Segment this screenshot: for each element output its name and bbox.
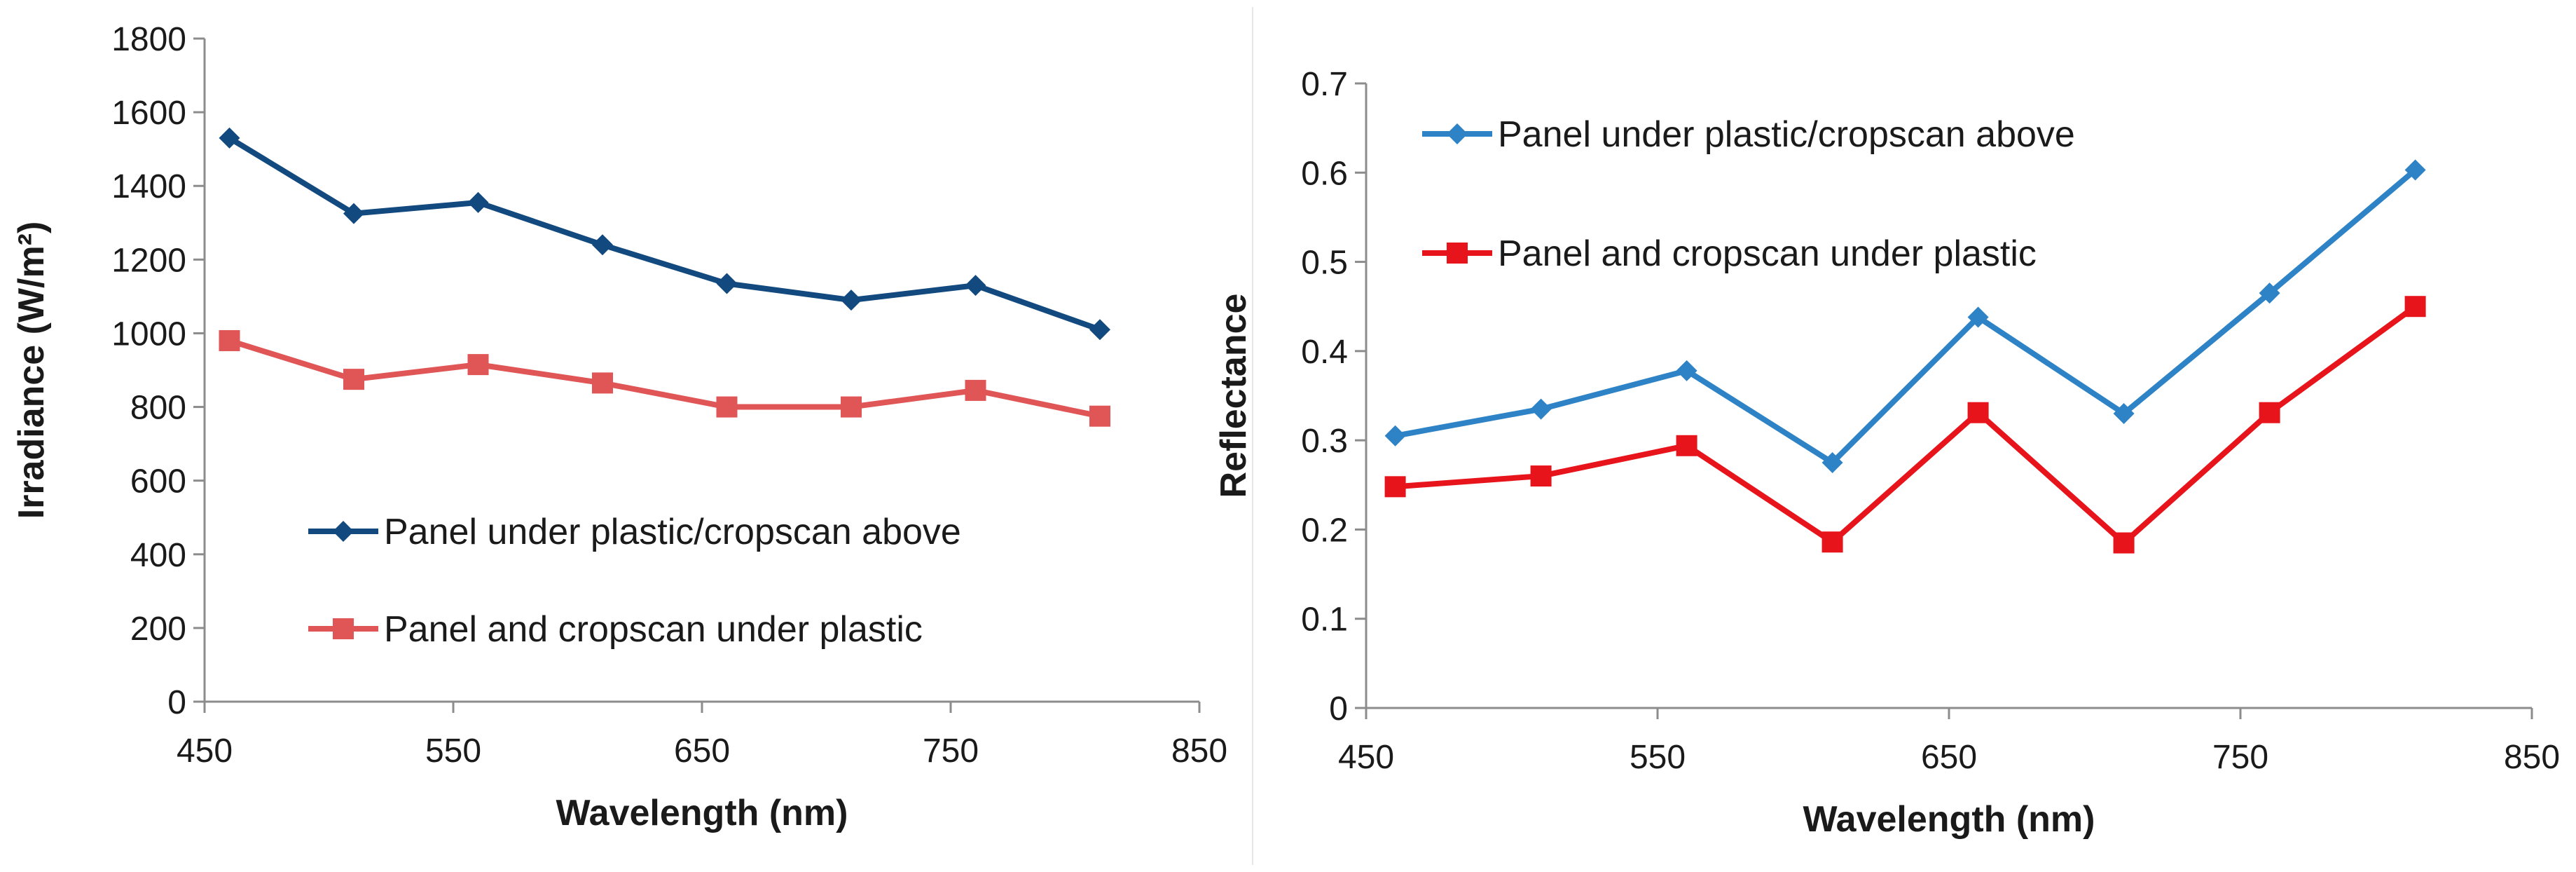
data-point-square [2404, 296, 2426, 318]
data-point-square [716, 396, 738, 418]
data-point-diamond [716, 273, 738, 294]
data-point-square [1384, 476, 1406, 498]
data-point-diamond [1089, 319, 1110, 341]
data-point-diamond [2404, 159, 2426, 181]
x-tick-label: 450 [177, 733, 233, 770]
data-point-diamond [841, 289, 862, 311]
x-tick-label: 550 [425, 733, 481, 770]
data-point-diamond [1821, 451, 1843, 473]
legend-label: Panel and cropscan under plastic [384, 609, 923, 650]
data-point-diamond [2259, 282, 2280, 304]
data-point-diamond [343, 203, 364, 224]
y-tick-label: 0.5 [1301, 245, 1348, 282]
y-tick-label: 0.2 [1301, 512, 1348, 549]
data-point-square [333, 618, 354, 639]
reflectance-chart: 0 0.1 0.2 0.3 0.4 0.5 0.6 0.7 450 550 650 750 850 Wav… [1213, 66, 2560, 840]
y-tick-label: 0.1 [1301, 601, 1348, 639]
legend-label: Panel and cropscan under plastic [1498, 233, 2037, 274]
data-point-diamond [1676, 360, 1697, 381]
series-line [228, 135, 1101, 332]
data-point-diamond [1530, 398, 1552, 420]
data-point-square [1447, 243, 1468, 264]
y-tick-label: 600 [130, 463, 186, 500]
legend-entry-1: Panel and cropscan under plastic [308, 609, 923, 650]
series-line [228, 338, 1101, 419]
x-axis-title: Wavelength (nm) [1803, 799, 2095, 840]
data-point-square [965, 379, 986, 401]
data-point-square [1967, 402, 1989, 423]
data-point-square [2259, 402, 2280, 423]
y-axis-title: Irradiance (W/m²) [11, 222, 52, 519]
x-tick-label: 750 [923, 733, 979, 770]
y-tick-label: 0 [167, 684, 186, 721]
y-tick-label: 1600 [111, 95, 186, 132]
data-point-square [219, 329, 240, 351]
data-point-square [841, 396, 862, 418]
y-tick-label: 200 [130, 611, 186, 648]
y-tick-label: 0.3 [1301, 423, 1348, 460]
data-point-square [1676, 435, 1697, 456]
legend-label: Panel under plastic/cropscan above [1498, 114, 2075, 155]
y-tick-label: 0.6 [1301, 155, 1348, 192]
y-tick-label: 0 [1329, 690, 1348, 728]
series-line [1394, 168, 2418, 465]
x-tick-label: 650 [1921, 739, 1977, 776]
y-tick-label: 0.4 [1301, 334, 1348, 371]
data-point-diamond [219, 127, 240, 149]
y-tick-label: 1200 [111, 242, 186, 279]
data-point-diamond [1967, 306, 1989, 328]
legend-entry-0: Panel under plastic/cropscan above [308, 512, 961, 552]
data-point-square [1821, 531, 1843, 553]
data-point-square [1089, 405, 1110, 427]
legend-entry-0: Panel under plastic/cropscan above [1422, 114, 2075, 155]
data-point-square [1530, 465, 1552, 487]
y-tick-label: 800 [130, 390, 186, 427]
y-axis-title: Reflectance [1213, 294, 1254, 498]
data-point-diamond [2113, 402, 2135, 424]
x-tick-label: 750 [2212, 739, 2268, 776]
data-point-diamond [1447, 123, 1468, 144]
series-1 [219, 329, 1110, 427]
data-point-square [592, 372, 613, 394]
series-1 [1384, 296, 2426, 554]
data-point-diamond [965, 275, 986, 297]
data-point-diamond [1384, 425, 1406, 447]
y-tick-label: 1400 [111, 168, 186, 205]
x-tick-label: 550 [1630, 739, 1686, 776]
series-line [1395, 304, 2417, 546]
x-tick-label: 650 [674, 733, 730, 770]
legend-label: Panel under plastic/cropscan above [384, 512, 961, 552]
legend-entry-1: Panel and cropscan under plastic [1422, 233, 2037, 274]
data-point-square [343, 369, 364, 390]
y-tick-label: 0.7 [1301, 66, 1348, 103]
y-tick-label: 1800 [111, 21, 186, 58]
x-tick-label: 850 [2504, 739, 2560, 776]
series-0 [1384, 159, 2426, 473]
x-tick-label: 850 [1171, 733, 1227, 770]
series-0 [219, 127, 1110, 341]
x-tick-label: 450 [1338, 739, 1394, 776]
data-point-square [467, 354, 489, 376]
data-point-diamond [333, 521, 354, 542]
irradiance-chart: 0 200 400 600 800 1000 1200 1400 1600 1800 450 550 6… [11, 21, 1227, 833]
y-tick-label: 1000 [111, 315, 186, 353]
x-axis-title: Wavelength (nm) [556, 793, 848, 833]
y-tick-label: 400 [130, 537, 186, 574]
data-point-diamond [592, 234, 613, 256]
data-point-square [2113, 532, 2135, 554]
data-point-diamond [467, 191, 489, 213]
